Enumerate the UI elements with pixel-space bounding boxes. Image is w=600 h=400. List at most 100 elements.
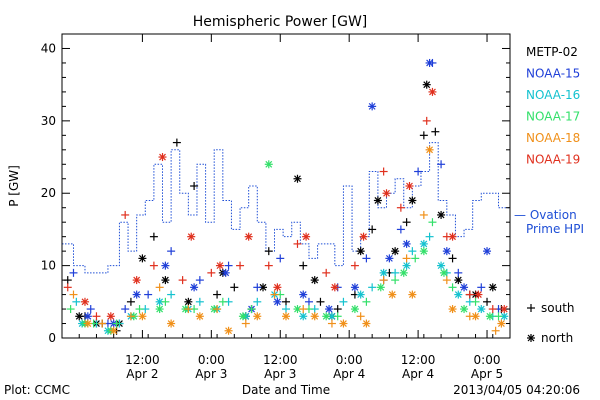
north-marker: [419, 247, 428, 256]
south-marker: [167, 247, 176, 256]
series-noaa-16: [72, 232, 509, 335]
north-marker: [474, 290, 483, 299]
south-marker: [253, 283, 262, 292]
south-marker: [422, 116, 431, 125]
north-marker: [356, 247, 365, 256]
north-marker: [155, 297, 164, 306]
south-marker: [299, 261, 308, 270]
south-marker: [247, 305, 256, 314]
north-marker: [161, 261, 170, 270]
south-marker: [333, 312, 342, 321]
x-tick-date-label: Apr 3: [195, 367, 227, 381]
south-marker: [155, 283, 164, 292]
south-marker: [327, 319, 336, 328]
north-marker: [477, 305, 486, 314]
north-marker: [215, 261, 224, 270]
south-marker: [454, 268, 463, 277]
legend-south: south: [541, 301, 575, 315]
south-marker: [431, 127, 440, 136]
north-marker: [376, 283, 385, 292]
south-marker: [149, 232, 158, 241]
south-marker: [66, 305, 75, 314]
south-marker: [396, 203, 405, 212]
south-marker: [230, 283, 239, 292]
south-marker: [69, 268, 78, 277]
x-tick-time-label: 12:00: [401, 353, 436, 367]
south-marker: [161, 297, 170, 306]
south-marker: [264, 247, 273, 256]
south-marker: [299, 305, 308, 314]
south-marker: [172, 138, 181, 147]
south-marker: [442, 276, 451, 285]
north-marker: [167, 319, 176, 328]
north-marker: [379, 268, 388, 277]
south-marker: [362, 297, 371, 306]
model-hpi-line: [62, 142, 511, 274]
south-marker: [69, 290, 78, 299]
south-marker: [402, 218, 411, 227]
y-tick-label: 10: [41, 259, 56, 273]
legend-entry: METP-02: [526, 45, 578, 59]
north-marker: [437, 261, 446, 270]
north-marker: [405, 182, 414, 190]
north-marker: [330, 283, 339, 292]
south-marker: [195, 297, 204, 306]
north-marker: [408, 196, 417, 205]
chart-marks: [62, 58, 511, 335]
south-marker: [419, 131, 428, 140]
north-marker: [408, 290, 417, 299]
south-marker: [350, 261, 359, 270]
north-marker: [238, 312, 247, 321]
north-marker: [132, 276, 141, 285]
north-marker: [454, 276, 463, 285]
north-marker: [448, 305, 457, 314]
north-marker: [106, 312, 115, 321]
south-marker: [414, 167, 423, 176]
south-marker: [402, 254, 411, 263]
north-marker: [350, 305, 359, 314]
south-marker: [86, 305, 95, 314]
north-marker: [282, 312, 290, 321]
south-marker: [494, 312, 503, 321]
north-marker: [310, 276, 319, 285]
south-marker: [144, 290, 153, 299]
south-marker: [425, 232, 434, 241]
series-noaa-15: [69, 58, 503, 328]
north-marker: [83, 319, 92, 328]
x-axis-label: Date and Time: [242, 383, 330, 397]
legend-north: north: [541, 331, 573, 345]
north-marker: [299, 312, 308, 321]
north-marker: [460, 305, 469, 314]
north-marker: [187, 232, 196, 241]
legend-entry: NOAA-19: [526, 153, 580, 167]
y-tick-label: 40: [41, 41, 56, 55]
south-marker: [368, 283, 377, 292]
south-marker: [448, 254, 457, 263]
south-marker: [362, 254, 371, 263]
north-marker: [75, 312, 84, 321]
south-marker: [465, 290, 474, 299]
south-marker: [126, 312, 135, 321]
x-tick-time-label: 12:00: [263, 353, 298, 367]
south-marker: [333, 305, 342, 314]
north-marker: [161, 276, 170, 285]
south-marker: [270, 290, 279, 299]
north-marker: [373, 196, 382, 205]
north-marker: [497, 319, 506, 328]
north-marker: [264, 160, 273, 169]
north-marker: [399, 268, 408, 277]
y-tick-label: 0: [48, 331, 56, 345]
north-marker: [273, 283, 282, 292]
north-marker: [138, 254, 147, 263]
south-marker: [428, 218, 437, 227]
south-marker: [253, 297, 262, 306]
north-marker: [419, 239, 428, 248]
north-marker: [422, 80, 431, 89]
south-marker: [184, 305, 193, 314]
south-marker: [112, 319, 121, 328]
south-marker: [419, 210, 428, 219]
south-marker: [483, 297, 492, 306]
legend-entry: NOAA-15: [526, 67, 580, 81]
south-marker: [471, 297, 480, 306]
